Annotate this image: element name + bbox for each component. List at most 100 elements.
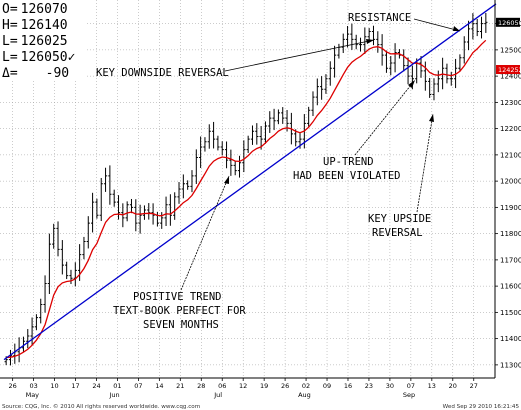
y-tick-label: 117000 — [500, 256, 521, 264]
price-bar — [479, 16, 484, 39]
price-bar — [466, 20, 471, 51]
annotation-key-upside-line1: KEY UPSIDE — [368, 213, 431, 225]
arrow-uptrend — [354, 79, 416, 156]
price-bar — [155, 211, 160, 227]
arrow-key-downside-head — [366, 39, 374, 44]
y-tick-label: 124000 — [500, 73, 521, 81]
price-bar — [320, 76, 324, 100]
ohlc-panel-bg — [0, 0, 86, 80]
price-bar — [445, 63, 449, 84]
price-bars — [4, 12, 488, 366]
price-bar — [52, 223, 56, 249]
price-tags: 126050 124252 — [496, 17, 521, 75]
x-tick-label: 09 — [323, 382, 331, 390]
x-tick-label: 12 — [239, 382, 247, 390]
ohlc-row: H= 126140 — [2, 18, 68, 33]
price-bar — [73, 262, 77, 287]
price-bar — [229, 149, 233, 176]
price-bar — [116, 195, 121, 220]
price-tag-label: 124252 — [498, 66, 521, 74]
month-label: Sep — [403, 391, 415, 399]
price-bar — [207, 124, 211, 149]
x-tick-label: 23 — [365, 382, 373, 390]
price-bar — [341, 33, 345, 54]
price-bar — [69, 269, 73, 285]
price-bar — [129, 198, 134, 214]
y-tick-label: 121000 — [500, 151, 521, 159]
price-bar — [86, 216, 90, 249]
ohlc-row: L= 126025 — [2, 34, 68, 49]
price-bar — [147, 203, 151, 220]
month-label: Jun — [108, 391, 119, 399]
price-bar — [268, 111, 272, 133]
annotation-uptrend-line2: HAD BEEN VIOLATED — [293, 170, 400, 182]
price-bar — [160, 212, 164, 229]
price-tag-label: 126050 — [498, 19, 521, 27]
price-bar — [60, 240, 64, 275]
price-bar — [471, 13, 475, 40]
x-tick-label: 26 — [281, 382, 289, 390]
y-tick-label: 122000 — [500, 125, 521, 133]
price-bar — [259, 126, 263, 150]
price-bar — [194, 149, 198, 185]
price-bar — [13, 343, 17, 364]
x-tick-label: 30 — [386, 382, 394, 390]
x-tick-label: 24 — [92, 382, 100, 390]
price-bar — [432, 78, 436, 101]
annotation-positive-trend-line3: SEVEN MONTHS — [143, 319, 219, 331]
x-tick-label: 19 — [260, 382, 268, 390]
price-bar — [423, 61, 427, 91]
price-bar — [328, 61, 332, 86]
price-bar — [65, 261, 69, 280]
price-bar — [462, 36, 466, 64]
price-bar — [34, 314, 39, 331]
arrow-resistance — [413, 18, 461, 32]
price-bar — [367, 28, 371, 41]
price-bar — [272, 108, 276, 131]
y-tick-label: 118000 — [500, 230, 521, 238]
price-bar — [142, 205, 147, 220]
arrow-positive-trend — [180, 175, 230, 291]
arrow-key-upside-head — [429, 114, 434, 122]
annotation-key-upside-line2: REVERSAL — [372, 227, 423, 239]
price-bar — [458, 54, 462, 72]
chart-grid — [0, 0, 495, 378]
x-tick-label: 27 — [470, 382, 478, 390]
price-bar — [281, 107, 285, 124]
month-label: May — [26, 391, 40, 399]
price-bar — [436, 70, 440, 93]
price-bar — [26, 329, 30, 349]
price-bar — [332, 45, 337, 78]
y-tick-label: 113000 — [500, 361, 521, 369]
price-bar — [112, 189, 116, 207]
x-tick-label: 13 — [428, 382, 436, 390]
annotations: RESISTANCE KEY DOWNSIDE REVERSAL UP-TREN… — [96, 12, 461, 331]
price-bar — [389, 56, 393, 76]
footer-timestamp: Wed Sep 29 2010 16:21:45 — [443, 404, 520, 410]
price-bar — [125, 201, 129, 222]
price-bar — [103, 167, 108, 192]
price-bar — [376, 31, 380, 53]
x-tick-label: 26 — [9, 382, 17, 390]
ohlc-row: L= 126050✓ — [2, 50, 75, 65]
price-bar — [263, 121, 268, 144]
trendline — [3, 3, 497, 361]
y-tick-label: 125000 — [500, 46, 521, 54]
price-tag: 126050 — [496, 17, 521, 27]
price-bar — [246, 135, 250, 154]
price-bar — [242, 140, 246, 173]
price-bar — [402, 49, 406, 72]
price-bar — [168, 194, 172, 226]
arrow-key-downside — [224, 39, 375, 72]
x-tick-label: 20 — [449, 382, 457, 390]
ohlc-row: Δ= -90 — [2, 66, 69, 81]
price-bar — [315, 78, 319, 106]
price-bar — [233, 160, 237, 176]
price-bar — [173, 192, 177, 220]
x-tick-label: 07 — [407, 382, 415, 390]
price-bar — [307, 106, 311, 127]
price-bar — [250, 125, 255, 145]
arrow-positive-trend-head — [224, 176, 229, 184]
price-bar — [453, 58, 458, 89]
